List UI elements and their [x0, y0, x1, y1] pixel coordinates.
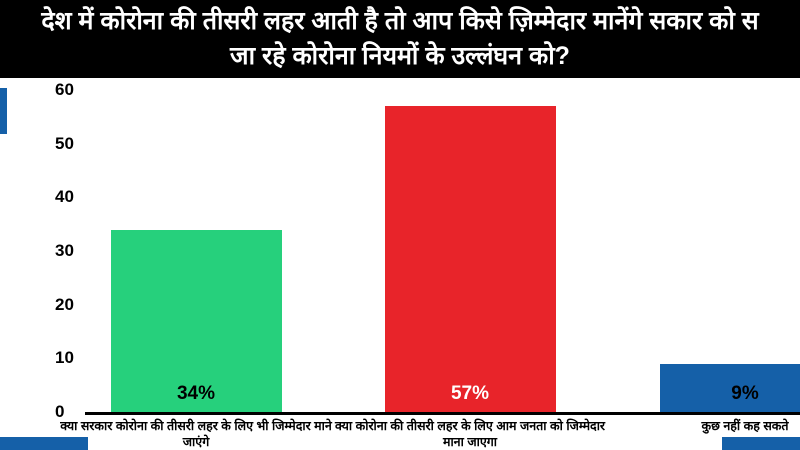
bar-3: 9%: [659, 363, 800, 412]
y-axis-tick-label: 40: [55, 187, 74, 207]
y-axis-tick-label: 0: [55, 402, 65, 421]
bar-1: 34%: [110, 229, 282, 412]
y-axis-tick-label: 50: [55, 133, 74, 153]
chart-title-banner: देश में कोरोना की तीसरी लहर आती है तो आप…: [0, 0, 800, 78]
accent-bar-bottom-right: [722, 437, 800, 450]
accent-bar-bottom-left: [0, 437, 88, 450]
chart-title-line-1: देश में कोरोना की तीसरी लहर आती है तो आप…: [41, 7, 759, 35]
chart-title-line-2: जा रहे कोरोना नियमों के उल्लंघन को?: [230, 42, 570, 70]
category-label: क्या कोरोना की तीसरी लहर के लिए आम जनता …: [334, 419, 606, 449]
bar-2: 57%: [384, 106, 556, 412]
accent-bar-left-edge: [0, 88, 7, 134]
bar-value-label: 57%: [450, 382, 490, 404]
y-axis-tick-label: 60: [55, 80, 74, 99]
y-axis-tick-label: 20: [55, 294, 74, 314]
category-label: क्या सरकार कोरोना की तीसरी लहर के लिए भी…: [60, 419, 332, 449]
bar-value-label: 9%: [731, 382, 759, 404]
bar-value-label: 34%: [176, 382, 216, 404]
category-label: कुछ नहीं कह सकते: [701, 419, 789, 433]
y-axis-tick-label: 30: [55, 241, 74, 260]
y-axis-tick-label: 10: [55, 348, 74, 368]
x-axis-line: [85, 412, 800, 415]
